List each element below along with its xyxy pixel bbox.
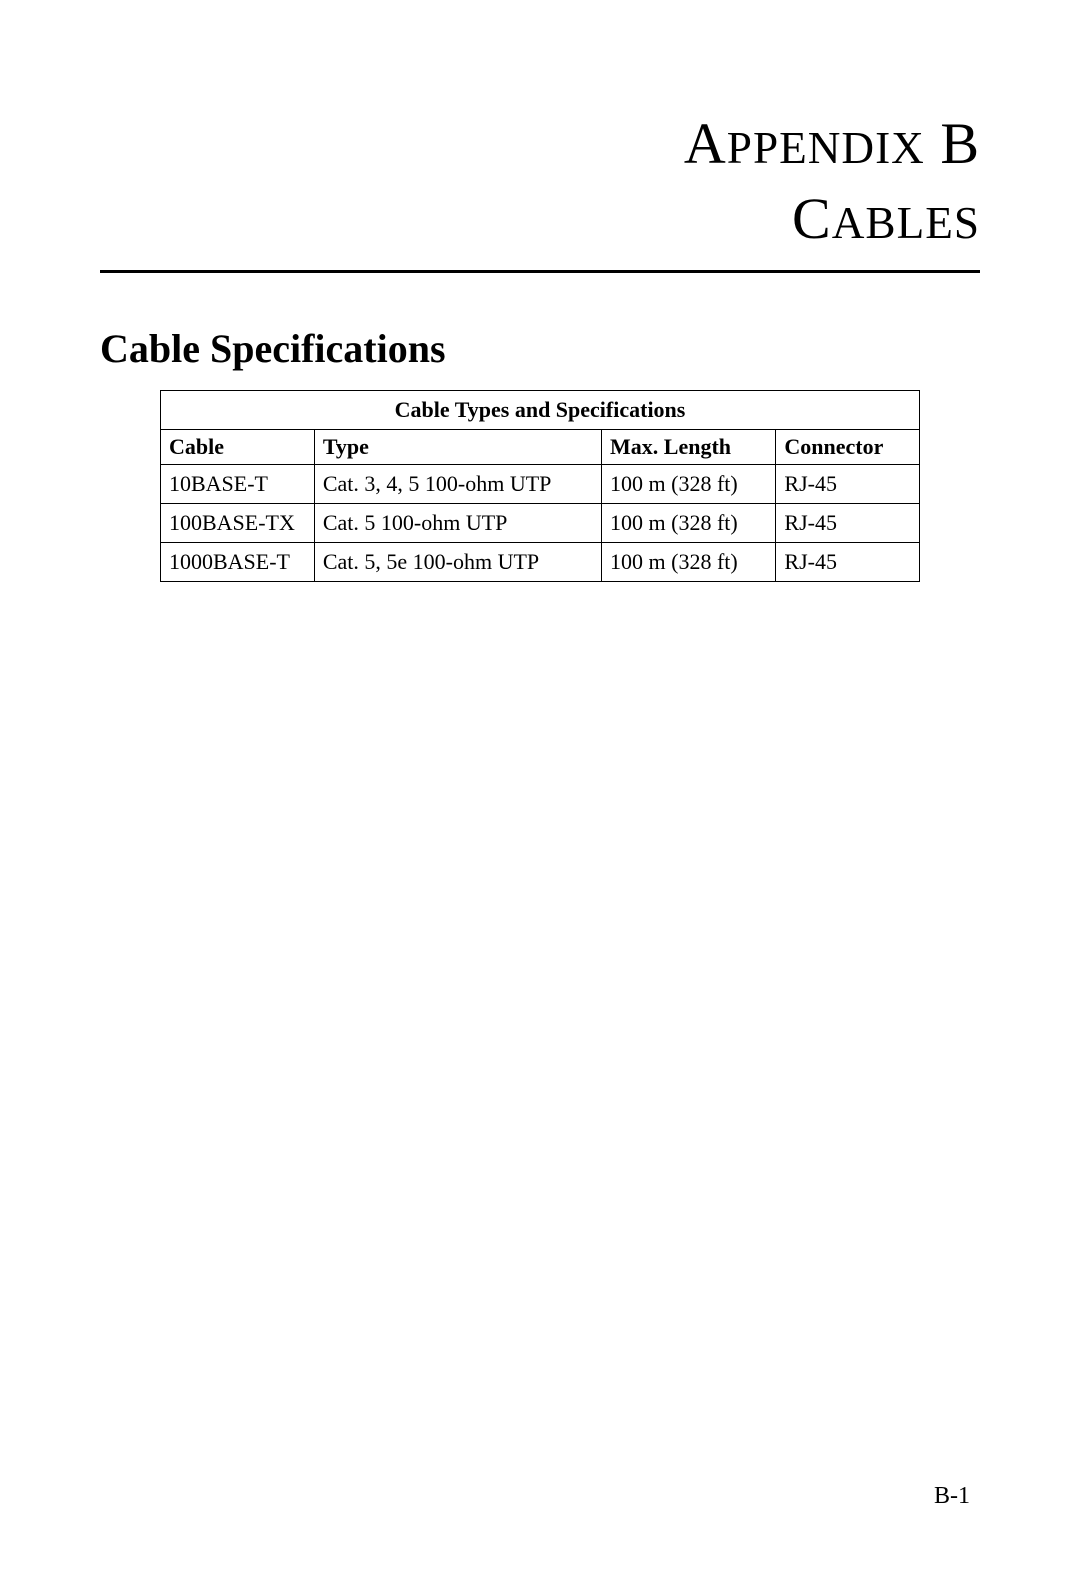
- cell-type: Cat. 5, 5e 100-ohm UTP: [314, 543, 601, 582]
- cable-spec-table: Cable Types and Specifications Cable Typ…: [160, 390, 920, 582]
- cell-maxlength: 100 m (328 ft): [602, 465, 776, 504]
- cell-connector: RJ-45: [776, 504, 920, 543]
- col-head-maxlength: Max. Length: [602, 430, 776, 465]
- appendix-line2-rest: ABLES: [832, 198, 980, 248]
- appendix-line-2: CABLES: [100, 185, 980, 252]
- col-head-cable: Cable: [161, 430, 315, 465]
- table-row: 10BASE-T Cat. 3, 4, 5 100-ohm UTP 100 m …: [161, 465, 920, 504]
- cell-connector: RJ-45: [776, 465, 920, 504]
- appendix-heading: APPENDIX B CABLES: [100, 110, 980, 252]
- table-header-row: Cable Type Max. Length Connector: [161, 430, 920, 465]
- cell-connector: RJ-45: [776, 543, 920, 582]
- cell-cable: 1000BASE-T: [161, 543, 315, 582]
- appendix-line1-suffix: B: [925, 111, 980, 176]
- section-heading: Cable Specifications: [100, 325, 980, 372]
- col-head-connector: Connector: [776, 430, 920, 465]
- appendix-line2-first: C: [792, 186, 832, 251]
- appendix-line-1: APPENDIX B: [100, 110, 980, 177]
- horizontal-rule: [100, 270, 980, 273]
- page-number: B-1: [934, 1483, 970, 1510]
- appendix-line1-first: A: [684, 111, 727, 176]
- cell-maxlength: 100 m (328 ft): [602, 504, 776, 543]
- cable-spec-table-wrap: Cable Types and Specifications Cable Typ…: [160, 390, 920, 582]
- cell-cable: 100BASE-TX: [161, 504, 315, 543]
- cell-maxlength: 100 m (328 ft): [602, 543, 776, 582]
- table-title: Cable Types and Specifications: [161, 391, 920, 430]
- appendix-line1-rest: PPENDIX: [727, 123, 925, 173]
- cell-type: Cat. 5 100-ohm UTP: [314, 504, 601, 543]
- col-head-type: Type: [314, 430, 601, 465]
- cell-type: Cat. 3, 4, 5 100-ohm UTP: [314, 465, 601, 504]
- cell-cable: 10BASE-T: [161, 465, 315, 504]
- table-row: 1000BASE-T Cat. 5, 5e 100-ohm UTP 100 m …: [161, 543, 920, 582]
- table-row: 100BASE-TX Cat. 5 100-ohm UTP 100 m (328…: [161, 504, 920, 543]
- table-title-row: Cable Types and Specifications: [161, 391, 920, 430]
